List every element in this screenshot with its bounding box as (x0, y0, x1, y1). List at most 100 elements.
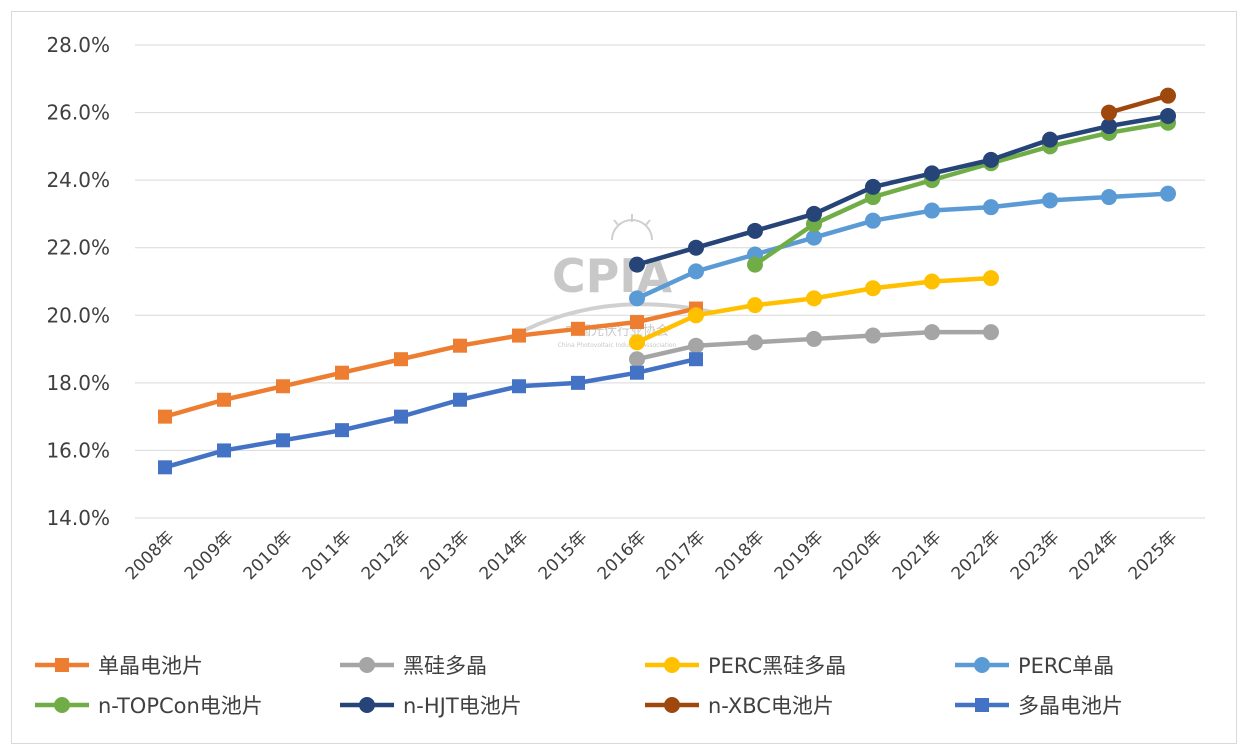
chart-frame (11, 11, 1237, 744)
legend-label: 单晶电池片 (98, 654, 203, 678)
legend-item: n-XBC电池片 (645, 694, 834, 718)
data-point (688, 337, 704, 354)
data-point (983, 199, 999, 216)
series-多晶电池片 (158, 352, 703, 475)
x-tick-label: 2013年 (417, 527, 474, 584)
x-tick-label: 2021年 (889, 527, 946, 584)
data-point (629, 290, 645, 307)
data-point (335, 423, 349, 438)
series-PERC单晶 (629, 185, 1176, 307)
data-point (453, 392, 467, 407)
x-tick-label: 2012年 (358, 527, 415, 584)
y-tick-label: 26.0% (46, 101, 110, 125)
data-point (512, 379, 526, 394)
data-point (865, 212, 881, 229)
data-point (217, 392, 231, 407)
x-tick-label: 2018年 (712, 527, 769, 584)
x-tick-label: 2014年 (476, 527, 533, 584)
data-point (747, 297, 763, 314)
data-point (571, 375, 585, 390)
series-line (1108, 93, 1169, 115)
legend-label: n-HJT电池片 (403, 694, 522, 718)
series-lines (158, 87, 1176, 475)
legend-label: n-XBC电池片 (708, 694, 834, 718)
data-point (664, 697, 680, 713)
data-point (453, 338, 467, 353)
gridlines (135, 44, 1205, 519)
cpia-watermark: CPIA 中国光伏行业协会 China Photovoltaic Industr… (524, 214, 713, 349)
x-tick-label: 2017年 (653, 527, 710, 584)
y-tick-label: 28.0% (46, 33, 110, 57)
x-tick-label: 2015年 (535, 527, 592, 584)
data-point (630, 365, 644, 380)
data-point (571, 321, 585, 336)
x-tick-label: 2022年 (948, 527, 1005, 584)
data-point (359, 657, 375, 673)
x-tick-label: 2023年 (1007, 527, 1064, 584)
x-tick-label: 2009年 (181, 527, 238, 584)
legend-item: 黑硅多晶 (340, 654, 487, 678)
x-tick-label: 2019年 (771, 527, 828, 584)
data-point (276, 433, 290, 448)
series-line (164, 357, 697, 470)
data-point (983, 151, 999, 168)
data-point (1101, 189, 1117, 206)
x-tick-label: 2020年 (830, 527, 887, 584)
series-line (636, 191, 1169, 301)
data-point (158, 460, 172, 475)
data-point (512, 328, 526, 343)
watermark-en-text: China Photovoltaic Industry Association (558, 342, 677, 349)
data-point (924, 165, 940, 182)
data-point (394, 409, 408, 424)
data-point (629, 256, 645, 273)
data-point (1042, 131, 1058, 148)
data-point (689, 352, 703, 367)
data-point (688, 263, 704, 280)
data-point (55, 658, 69, 672)
x-tick-label: 2011年 (299, 527, 356, 584)
data-point (806, 330, 822, 347)
data-point (983, 324, 999, 341)
legend-label: 多晶电池片 (1018, 694, 1123, 718)
series-line (753, 120, 1169, 267)
legend-item: PERC黑硅多晶 (645, 654, 846, 678)
x-tick-label: 2008年 (122, 527, 179, 584)
y-tick-label: 20.0% (46, 303, 110, 327)
watermark-swoosh (524, 302, 713, 332)
legend-item: PERC单晶 (955, 654, 1114, 678)
legend-label: PERC黑硅多晶 (708, 654, 846, 678)
x-tick-label: 2024年 (1066, 527, 1123, 584)
legend: 单晶电池片 黑硅多晶 PERC黑硅多晶 PERC单晶 n-TOPCon电池片 n-HJT电… (35, 654, 1123, 718)
series-n-HJT电池片 (629, 107, 1176, 273)
data-point (629, 351, 645, 368)
legend-label: PERC单晶 (1018, 654, 1114, 678)
data-point (359, 697, 375, 713)
data-point (747, 256, 763, 273)
series-黑硅多晶 (629, 324, 999, 368)
legend-item: 多晶电池片 (955, 694, 1123, 718)
series-line (164, 306, 697, 419)
data-point (865, 327, 881, 344)
data-point (630, 315, 644, 330)
data-point (394, 352, 408, 367)
data-point (1101, 118, 1117, 135)
data-point (1042, 192, 1058, 209)
data-point (924, 202, 940, 219)
legend-label: n-TOPCon电池片 (98, 694, 263, 718)
y-tick-label: 16.0% (46, 438, 110, 462)
x-axis-ticks: 2008年 2009年 2010年 2011年 2012年 2013年 2014年 2015年… (122, 527, 1182, 584)
data-point (1160, 185, 1176, 202)
series-n-XBC电池片 (1101, 87, 1176, 121)
series-line (636, 113, 1169, 267)
data-point (1160, 87, 1176, 104)
data-point (924, 273, 940, 290)
x-tick-label: 2025年 (1125, 527, 1182, 584)
series-单晶电池片 (158, 301, 703, 424)
data-point (276, 379, 290, 394)
data-point (865, 280, 881, 297)
y-tick-label: 14.0% (46, 506, 110, 530)
y-axis-ticks: 14.0% 16.0% 18.0% 20.0% 22.0% 24.0% 26.0% 28.0% (46, 33, 110, 530)
data-point (865, 178, 881, 195)
data-point (924, 324, 940, 341)
